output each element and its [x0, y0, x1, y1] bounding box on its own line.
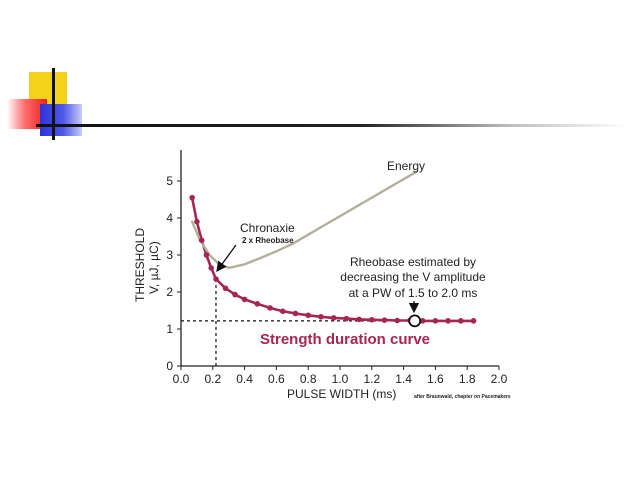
- x-tick-label: 0.2: [204, 372, 221, 386]
- rheobase-note-line2: decreasing the V amplitude: [340, 270, 486, 284]
- chronaxie-arrow: [216, 244, 237, 273]
- chronaxie-label: Chronaxie: [240, 221, 295, 235]
- energy-line: [190, 170, 418, 270]
- data-point: [222, 285, 229, 292]
- x-tick-label: 1.2: [363, 372, 380, 386]
- data-point: [254, 301, 261, 307]
- data-point: [381, 317, 388, 323]
- curve-label: Strength duration curve: [260, 331, 430, 348]
- data-point: [432, 318, 439, 324]
- y-tick-label: 2: [166, 285, 173, 299]
- data-point: [189, 194, 195, 201]
- x-axis-title: PULSE WIDTH (ms): [287, 387, 396, 401]
- x-tick-label: 0.6: [268, 372, 285, 386]
- data-point: [241, 296, 248, 303]
- data-point: [330, 315, 337, 321]
- decor-horizontal-line: [36, 124, 626, 127]
- source-credit: after Braunwald, chapter on Pacemakers: [414, 394, 511, 400]
- data-point: [279, 308, 286, 315]
- chart-axes: 0.0 0.2 0.4 0.6 0.8 1.0 1.2 1.4 1.6 1.8 2.0 0 1 2 3 4 5: [166, 150, 508, 386]
- data-point: [198, 237, 205, 243]
- rheobase-note-line3: at a PW of 1.5 to 2.0 ms: [349, 286, 478, 300]
- chart-markers: [189, 194, 477, 328]
- data-point: [458, 318, 464, 324]
- data-point: [343, 315, 350, 322]
- y-axis-title-line1: THRESHOLD: [133, 228, 147, 302]
- y-tick-label: 0: [166, 359, 173, 373]
- data-point: [194, 218, 200, 225]
- data-point: [292, 310, 299, 317]
- data-point: [213, 276, 219, 282]
- x-tick-label: 1.8: [459, 372, 476, 386]
- data-point: [208, 265, 215, 271]
- y-axis-title-line2: V, µJ, µC): [147, 241, 161, 294]
- y-tick-label: 1: [166, 322, 173, 336]
- decor-vertical-line: [52, 68, 55, 140]
- data-point: [232, 291, 238, 298]
- x-tick-label: 2.0: [491, 372, 508, 386]
- data-point: [445, 318, 451, 324]
- decor-blue-square: [40, 104, 82, 136]
- data-point: [305, 312, 312, 319]
- data-point: [470, 318, 477, 324]
- x-tick-label: 1.6: [427, 372, 444, 386]
- rheobase-marker: [408, 314, 422, 328]
- data-point: [203, 252, 210, 258]
- y-tick-label: 4: [166, 211, 173, 225]
- y-tick-label: 5: [166, 174, 173, 188]
- x-tick-label: 1.4: [395, 372, 412, 386]
- data-point: [419, 318, 426, 324]
- y-tick-label: 3: [166, 248, 173, 262]
- chronaxie-sublabel: 2 x Rheobase: [242, 236, 294, 245]
- energy-label: Energy: [387, 159, 425, 173]
- x-tick-label: 1.0: [332, 372, 349, 386]
- data-point: [267, 305, 273, 311]
- x-tick-label: 0.8: [300, 372, 317, 386]
- chart-guide-lines: [181, 279, 474, 366]
- data-point: [394, 317, 401, 324]
- data-point: [356, 316, 362, 323]
- x-tick-label: 0.4: [236, 372, 253, 386]
- x-tick-label: 0.0: [173, 372, 190, 386]
- data-point: [318, 313, 324, 320]
- rheobase-note-line1: Rheobase estimated by: [350, 255, 476, 269]
- data-point: [369, 316, 375, 323]
